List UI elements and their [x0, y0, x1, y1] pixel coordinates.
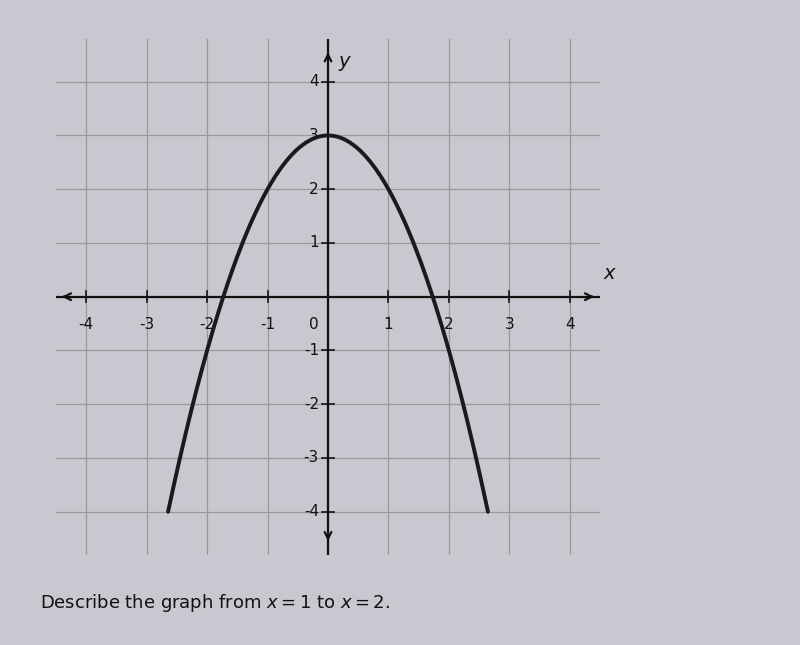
Text: -3: -3 — [304, 450, 319, 466]
Text: -3: -3 — [139, 317, 154, 332]
Text: -2: -2 — [199, 317, 214, 332]
Text: 1: 1 — [310, 235, 319, 250]
Text: 3: 3 — [309, 128, 319, 143]
Text: 4: 4 — [310, 74, 319, 89]
Text: y: y — [339, 52, 350, 71]
Text: 2: 2 — [310, 182, 319, 197]
Text: x: x — [603, 264, 614, 283]
Text: 1: 1 — [384, 317, 394, 332]
Text: Describe the graph from $\mathit{x} = 1$ to $\mathit{x} = 2$.: Describe the graph from $\mathit{x} = 1$… — [40, 592, 390, 614]
Text: -1: -1 — [260, 317, 275, 332]
Text: -1: -1 — [304, 343, 319, 358]
Text: -4: -4 — [78, 317, 94, 332]
Text: 2: 2 — [444, 317, 454, 332]
Text: 4: 4 — [565, 317, 574, 332]
Text: -4: -4 — [304, 504, 319, 519]
Text: -2: -2 — [304, 397, 319, 412]
Text: 0: 0 — [310, 317, 319, 332]
Text: 3: 3 — [505, 317, 514, 332]
